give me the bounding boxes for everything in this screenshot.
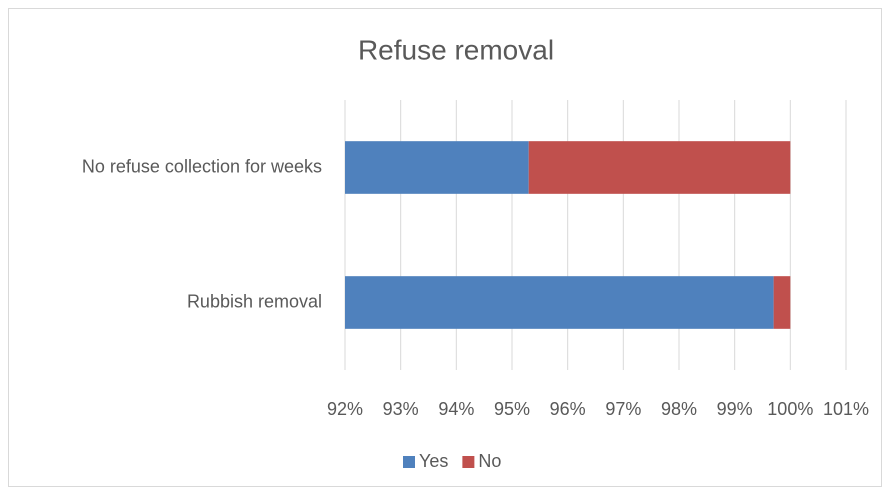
legend-label: No	[478, 451, 501, 471]
bar	[528, 141, 791, 194]
bar	[773, 276, 791, 329]
x-tick-label: 98%	[661, 399, 697, 419]
chart-border	[8, 8, 882, 487]
x-tick-label: 95%	[494, 399, 530, 419]
legend-label: Yes	[419, 451, 448, 471]
chart-title: Refuse removal	[358, 34, 554, 65]
bar	[345, 141, 529, 194]
legend-swatch	[462, 456, 475, 468]
x-tick-label: 97%	[605, 399, 641, 419]
x-tick-label: 93%	[383, 399, 419, 419]
legend-swatch	[403, 456, 415, 468]
x-tick-label: 94%	[438, 399, 474, 419]
y-tick-label: Rubbish removal	[187, 291, 322, 311]
x-tick-label: 96%	[550, 399, 586, 419]
x-tick-label: 101%	[823, 399, 869, 419]
y-tick-label: No refuse collection for weeks	[82, 156, 322, 176]
x-tick-label: 92%	[327, 399, 363, 419]
x-tick-label: 100%	[767, 399, 813, 419]
x-tick-label: 99%	[717, 399, 753, 419]
bar	[345, 276, 774, 329]
